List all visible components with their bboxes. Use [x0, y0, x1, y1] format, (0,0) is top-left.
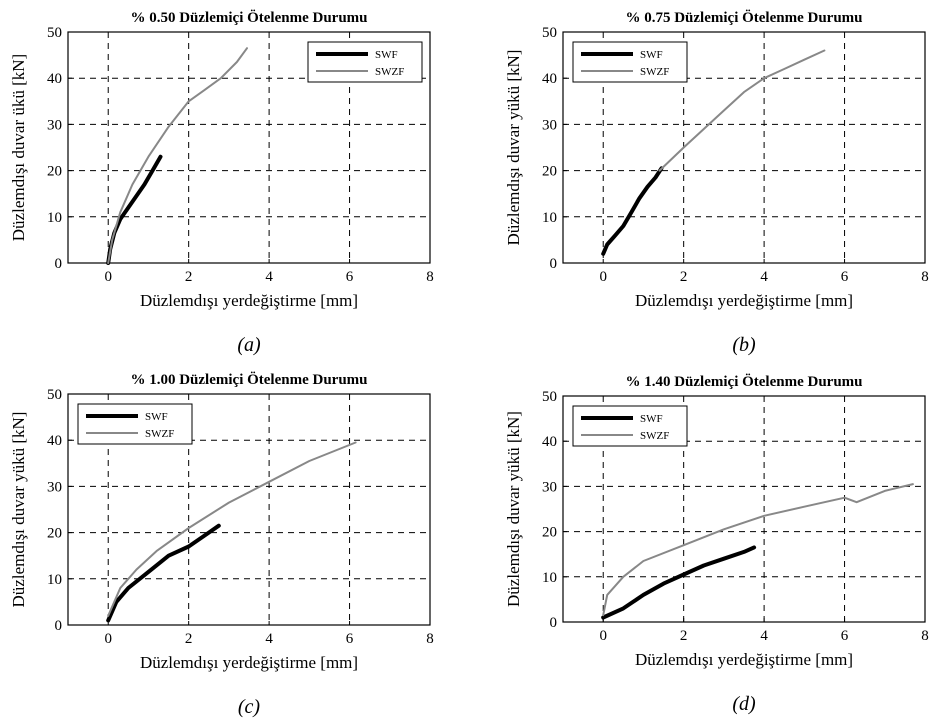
- x-axis-label: Düzlemdışı yerdeğiştirme [mm]: [140, 653, 358, 672]
- y-tick-label: 30: [47, 117, 62, 133]
- legend-label-swzf: SWZF: [375, 66, 404, 78]
- x-tick-label: 8: [426, 269, 434, 285]
- y-tick-label: 50: [47, 387, 62, 403]
- y-tick-label: 40: [47, 71, 62, 87]
- y-tick-label: 40: [47, 433, 62, 449]
- chart-title: % 1.00 Düzlemiçi Ötelenme Durumu: [130, 371, 367, 388]
- x-tick-label: 8: [921, 628, 929, 644]
- series-line-swzf: [107, 441, 357, 617]
- x-tick-label: 4: [265, 269, 273, 285]
- y-axis-label: Düzlemdışı duvar yükü [kN]: [9, 412, 28, 608]
- plot-frame: [67, 31, 431, 264]
- chart-title: % 0.75 Düzlemiçi Ötelenme Durumu: [625, 9, 862, 26]
- x-tick-label: 4: [760, 628, 768, 644]
- y-tick-label: 20: [47, 526, 62, 542]
- panel-caption: (d): [732, 693, 756, 715]
- y-tick-label: 0: [550, 256, 558, 272]
- x-tick-label: 6: [841, 628, 849, 644]
- plot-frame: [67, 393, 431, 626]
- x-axis-label: Düzlemdışı yerdeğiştirme [mm]: [635, 650, 853, 669]
- y-tick-label: 50: [542, 25, 557, 41]
- chart-panel-2: % 1.00 Düzlemiçi Ötelenme Durumu 0 2 4 6 8 0 10…: [9, 371, 434, 718]
- y-tick-label: 30: [47, 479, 62, 495]
- y-axis-label: Düzlemdışı duvar yükü [kN]: [504, 411, 523, 607]
- series-line-swzf: [107, 47, 248, 264]
- legend-label-swzf: SWZF: [145, 428, 174, 440]
- legend-box: [572, 41, 688, 83]
- y-tick-label: 0: [55, 618, 63, 634]
- y-tick-label: 30: [542, 117, 557, 133]
- x-axis-label: Düzlemdışı yerdeğiştirme [mm]: [635, 291, 853, 310]
- x-tick-label: 0: [599, 269, 607, 285]
- chart-title: % 0.50 Düzlemiçi Ötelenme Durumu: [130, 9, 367, 26]
- legend-label-swzf: SWZF: [640, 66, 669, 78]
- panel-caption: (c): [238, 696, 261, 718]
- chart-title: % 1.40 Düzlemiçi Ötelenme Durumu: [625, 373, 862, 390]
- plot-frame: [562, 395, 926, 623]
- legend-label-swzf: SWZF: [640, 430, 669, 442]
- y-tick-label: 10: [47, 210, 62, 226]
- legend: SWF SWZF: [572, 405, 688, 447]
- series-line-swf: [106, 523, 221, 623]
- y-tick-label: 20: [47, 164, 62, 180]
- x-tick-label: 2: [185, 631, 193, 647]
- series-line-swzf: [658, 49, 826, 172]
- x-tick-label: 2: [680, 628, 688, 644]
- y-tick-label: 20: [542, 525, 557, 541]
- x-tick-label: 0: [599, 628, 607, 644]
- y-tick-label: 30: [542, 479, 557, 495]
- chart-panel-3: % 1.40 Düzlemiçi Ötelenme Durumu 0 2 4 6 8 0 10…: [504, 373, 929, 715]
- series-line-swf: [601, 545, 757, 620]
- chart-panel-1: % 0.75 Düzlemiçi Ötelenme Durumu 0 2 4 6 8 0 10…: [504, 9, 929, 356]
- y-tick-label: 10: [542, 210, 557, 226]
- y-tick-label: 40: [542, 434, 557, 450]
- plot-frame: [562, 31, 926, 264]
- x-axis-label: Düzlemdışı yerdeğiştirme [mm]: [140, 291, 358, 310]
- legend-label-swf: SWF: [375, 49, 398, 61]
- x-tick-label: 8: [426, 631, 434, 647]
- legend: SWF SWZF: [77, 403, 193, 445]
- legend: SWF SWZF: [572, 41, 688, 83]
- y-tick-label: 40: [542, 71, 557, 87]
- panel-caption: (b): [732, 334, 756, 356]
- x-tick-label: 6: [346, 631, 354, 647]
- y-tick-label: 50: [542, 389, 557, 405]
- series-line-swzf: [602, 483, 914, 617]
- y-axis-label: Düzlemdışı duvar ükü [kN]: [9, 54, 28, 241]
- legend-label-swf: SWF: [145, 411, 168, 423]
- x-tick-label: 2: [185, 269, 193, 285]
- panel-caption: (a): [237, 334, 261, 356]
- legend-box: [307, 41, 423, 83]
- x-tick-label: 0: [104, 631, 112, 647]
- legend-label-swf: SWF: [640, 49, 663, 61]
- legend-label-swf: SWF: [640, 413, 663, 425]
- x-tick-label: 2: [680, 269, 688, 285]
- legend-box: [77, 403, 193, 445]
- x-tick-label: 6: [346, 269, 354, 285]
- x-tick-label: 0: [104, 269, 112, 285]
- y-tick-label: 20: [542, 164, 557, 180]
- legend: SWF SWZF: [307, 41, 423, 83]
- y-tick-label: 10: [47, 572, 62, 588]
- y-axis-label: Düzlemdışı duvar yükü [kN]: [504, 50, 523, 246]
- x-tick-label: 4: [760, 269, 768, 285]
- y-tick-label: 50: [47, 25, 62, 41]
- x-tick-label: 8: [921, 269, 929, 285]
- y-tick-label: 0: [550, 615, 558, 631]
- legend-box: [572, 405, 688, 447]
- x-tick-label: 4: [265, 631, 273, 647]
- y-tick-label: 10: [542, 570, 557, 586]
- y-tick-label: 0: [55, 256, 63, 272]
- x-tick-label: 6: [841, 269, 849, 285]
- series-line-swf: [601, 166, 664, 256]
- chart-panel-0: % 0.50 Düzlemiçi Ötelenme Durumu 0 2 4 6 8 0 10…: [9, 9, 434, 356]
